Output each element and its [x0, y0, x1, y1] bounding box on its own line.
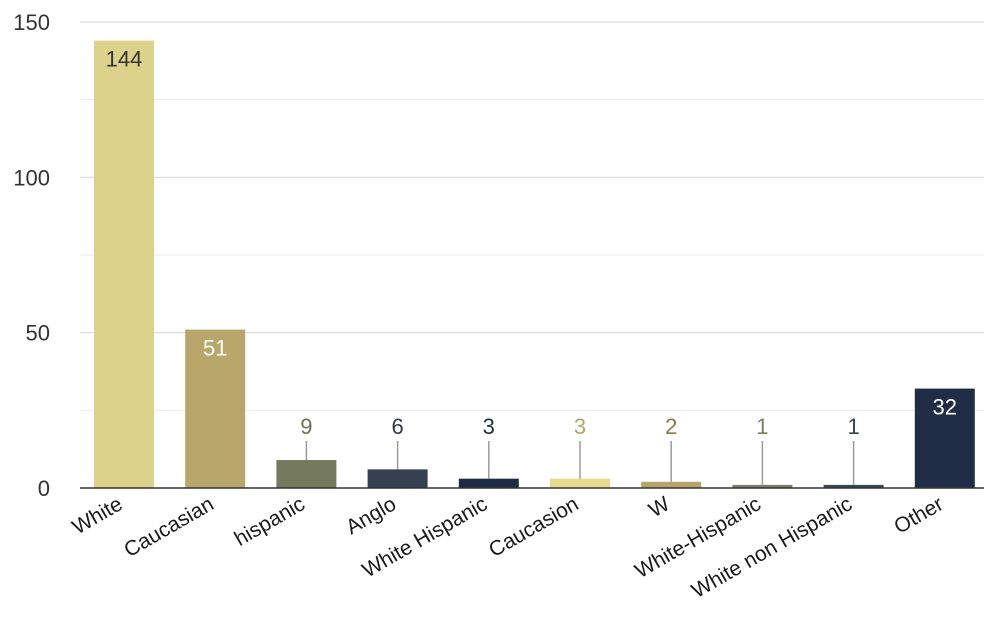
y-tick-label: 150	[13, 10, 50, 35]
bar	[94, 40, 154, 488]
data-label: 3	[483, 414, 495, 439]
data-label: 3	[574, 414, 586, 439]
x-tick-label: Other	[890, 492, 947, 538]
bar	[276, 460, 337, 488]
data-label: 51	[203, 336, 227, 361]
bar	[732, 484, 793, 488]
data-label: 1	[847, 414, 859, 439]
data-label: 144	[106, 47, 143, 72]
bar	[185, 329, 246, 488]
bar	[823, 484, 884, 488]
bars	[94, 40, 975, 488]
y-axis-tick-labels: 0 50 100 150	[13, 10, 50, 501]
x-tick-label: hispanic	[231, 492, 309, 550]
x-tick-label: Caucasion	[485, 492, 582, 562]
x-tick-label: Caucasian	[120, 492, 217, 562]
y-tick-label: 100	[13, 165, 50, 190]
x-tick-label: White non Hispanic	[688, 492, 856, 602]
data-label: 1	[756, 414, 768, 439]
bar	[914, 388, 975, 488]
x-tick-label: W	[645, 492, 674, 522]
y-tick-label: 50	[26, 321, 50, 346]
y-tick-label: 0	[38, 476, 50, 501]
bar	[641, 481, 702, 488]
bar	[458, 478, 519, 488]
x-tick-label: Anglo	[342, 492, 400, 539]
bar	[550, 478, 610, 488]
bar	[367, 469, 428, 488]
x-tick-label: White	[69, 492, 127, 539]
data-label: 32	[933, 395, 957, 420]
data-label: 9	[300, 414, 312, 439]
data-label: 6	[391, 414, 403, 439]
data-label: 2	[665, 414, 677, 439]
